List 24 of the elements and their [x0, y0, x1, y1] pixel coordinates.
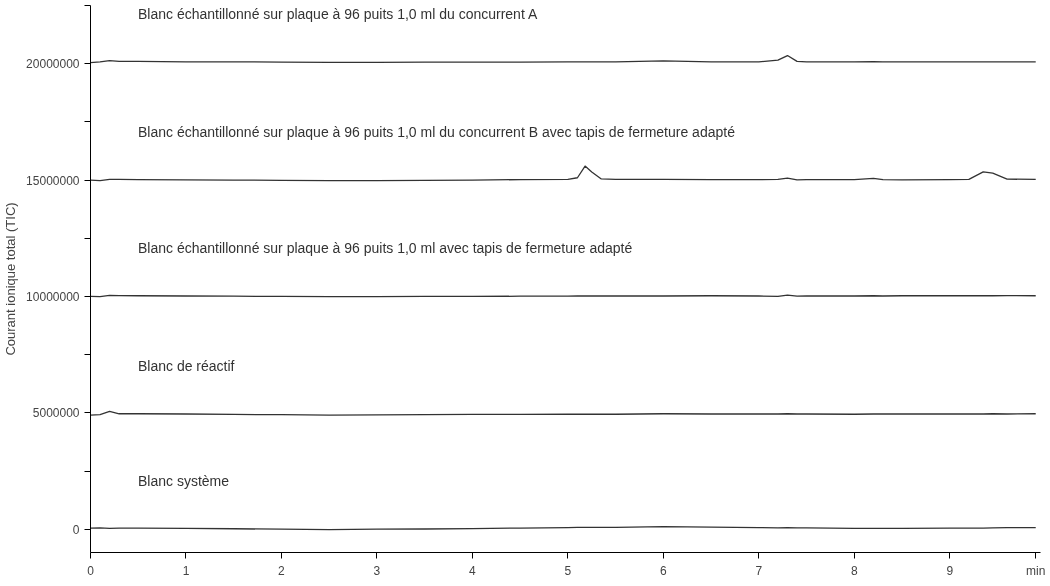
text: Blanc échantillonné sur plaque à 96 puits 1,0 ml du concurrent B avec tapis de fermeture adapté — [138, 123, 736, 140]
x-tick-label: 3 — [373, 563, 381, 578]
x-tick-label: 4 — [469, 563, 477, 578]
x-tick-label: 6 — [660, 563, 668, 578]
y-tick-label: 0 — [72, 522, 80, 537]
line-series — [90, 165, 1037, 182]
text: Blanc échantillonné sur plaque à 96 puits 1,0 ml du concurrent A — [138, 5, 538, 22]
line-series — [90, 54, 1037, 64]
x-tick-label: 0 — [87, 563, 95, 578]
x-tick-label: 2 — [278, 563, 286, 578]
text: Blanc système — [138, 472, 230, 489]
text: Blanc de réactif — [138, 358, 235, 375]
x-tick-label: 5 — [564, 563, 572, 578]
y-axis-title: Courant ionique total (TIC) — [3, 202, 19, 356]
x-tick-label: 1 — [182, 563, 190, 578]
y-tick-label: 20000000 — [26, 57, 80, 72]
text: Blanc échantillonné sur plaque à 96 puits 1,0 ml avec tapis de fermeture adapté — [138, 239, 633, 256]
x-tick-label: min — [1026, 563, 1046, 578]
y-tick-label: 5000000 — [32, 406, 80, 421]
y-tick-label: 15000000 — [26, 173, 80, 188]
x-tick-label: 8 — [850, 563, 858, 578]
y-tick-label: 10000000 — [26, 289, 80, 304]
x-tick-label: 9 — [946, 563, 954, 578]
x-tick-label: 7 — [755, 563, 763, 578]
